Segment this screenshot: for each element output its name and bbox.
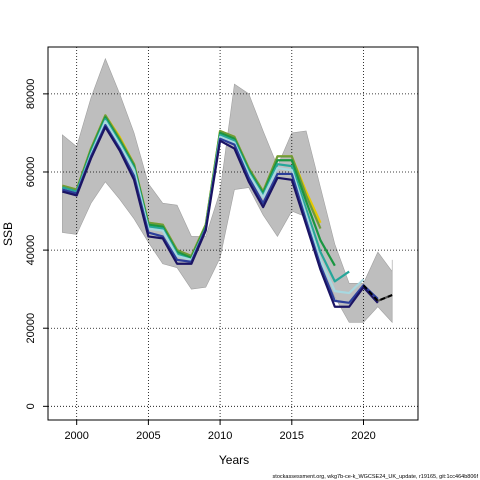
y-tick-label: 60000 — [25, 157, 37, 188]
y-tick-label: 80000 — [25, 79, 37, 110]
series-lines — [62, 114, 393, 308]
x-tick-label: 2005 — [136, 430, 160, 442]
confidence-band — [62, 57, 393, 324]
plot-frame — [47, 46, 419, 421]
footer-credit: stockassessment.org, wkg7b-ce-k_WGCSE24_… — [273, 474, 479, 480]
x-tick-label: 2015 — [280, 430, 304, 442]
x-tick-label: 2020 — [351, 430, 375, 442]
axes: 2000 2005 2010 2015 2020 0 20000 40000 60000 8000… — [25, 79, 376, 442]
ci-band — [62, 57, 393, 324]
y-axis-title: SSB — [1, 222, 15, 246]
y-tick-label: 40000 — [25, 235, 37, 266]
series-line-7 — [62, 125, 379, 308]
x-tick-label: 2010 — [208, 430, 232, 442]
y-tick-label: 20000 — [25, 313, 37, 344]
y-tick-label: 0 — [25, 403, 37, 409]
x-tick-label: 2000 — [64, 430, 88, 442]
x-axis-title: Years — [219, 453, 249, 467]
